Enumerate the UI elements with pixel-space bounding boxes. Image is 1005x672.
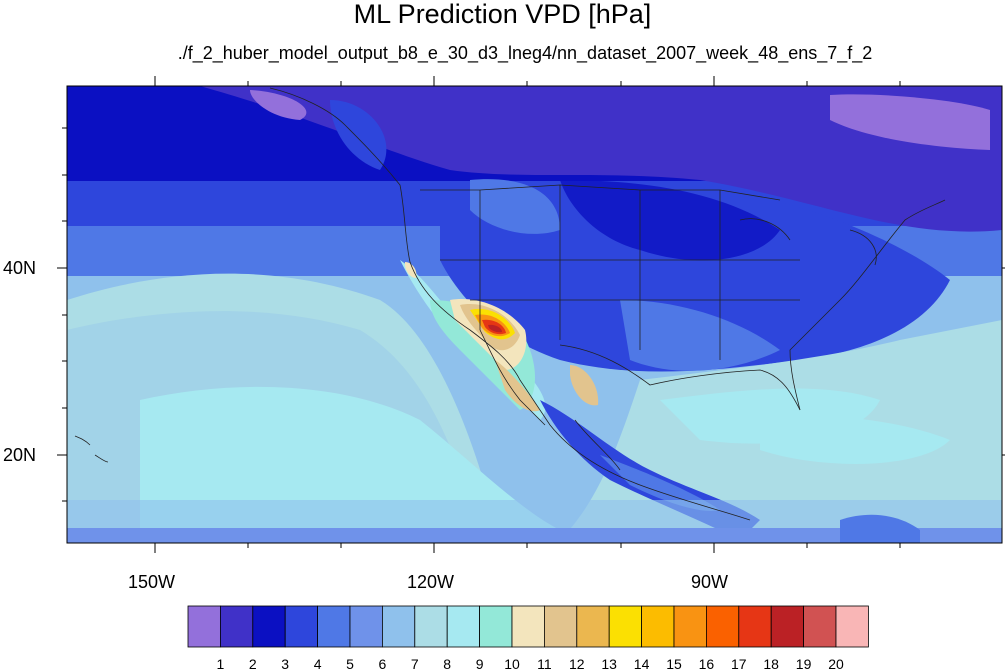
lat-label-20n: 20N [3, 445, 37, 465]
colorbar-label: 5 [346, 656, 354, 672]
colorbar-label: 1 [216, 656, 225, 672]
colorbar-swatch [381, 605, 416, 648]
lon-label-90w: 90W [691, 572, 729, 592]
colorbar-label: 15 [666, 656, 682, 672]
colorbar-label: 14 [633, 656, 650, 672]
colorbar-swatch [608, 605, 643, 648]
colorbar-swatch [641, 605, 675, 648]
colorbar-swatch [673, 605, 707, 648]
map-title: ML Prediction VPD [hPa] [353, 0, 652, 29]
colorbar-swatch [835, 605, 869, 648]
colorbar-label: 12 [569, 656, 585, 672]
coastlines [74, 87, 946, 521]
colorbar-label: 16 [698, 656, 715, 672]
colorbar-swatch [252, 605, 286, 648]
colorbar-label: 18 [763, 656, 779, 672]
colorbar-label: 9 [475, 656, 484, 672]
colorbar-label: 4 [313, 656, 322, 672]
lon-label-120w: 120W [407, 572, 455, 592]
colorbar-swatch [219, 605, 254, 648]
colorbar-swatch [511, 605, 545, 648]
axis-ticks [57, 76, 1005, 553]
colorbar-label: 17 [731, 656, 747, 672]
colorbar-swatch [803, 605, 837, 648]
colorbar-label: 19 [795, 656, 812, 672]
colorbar-label: 10 [504, 656, 520, 672]
colorbar-label: 20 [828, 656, 844, 672]
colorbar-swatch [414, 605, 448, 648]
colorbar-swatch [706, 605, 740, 648]
colorbar-swatch [446, 605, 481, 648]
colorbar-swatch [738, 605, 772, 648]
colorbar-swatch [187, 605, 221, 648]
map-subtitle: ./f_2_huber_model_output_b8_e_30_d3_lneg… [177, 43, 873, 63]
colorbar-swatch [544, 605, 578, 648]
colorbar-swatch [349, 605, 383, 648]
colorbar-label: 7 [410, 656, 419, 672]
colorbar-label: 8 [443, 656, 452, 672]
colorbar-label: 2 [248, 656, 257, 672]
colorbar-label: 13 [601, 656, 617, 672]
colorbar [187, 605, 869, 648]
colorbar-label: 3 [281, 656, 290, 672]
colorbar-label: 6 [378, 656, 387, 672]
colorbar-swatch [770, 605, 805, 648]
colorbar-swatch [284, 605, 319, 648]
colorbar-swatch [317, 605, 351, 648]
colorbar-swatch [576, 605, 610, 648]
axis-minor-ticks [62, 81, 901, 548]
vpd-field [67, 86, 1002, 543]
colorbar-label: 11 [537, 656, 552, 672]
colorbar-swatch [479, 605, 513, 648]
lon-label-150w: 150W [128, 572, 176, 592]
lat-label-40n: 40N [3, 258, 37, 278]
